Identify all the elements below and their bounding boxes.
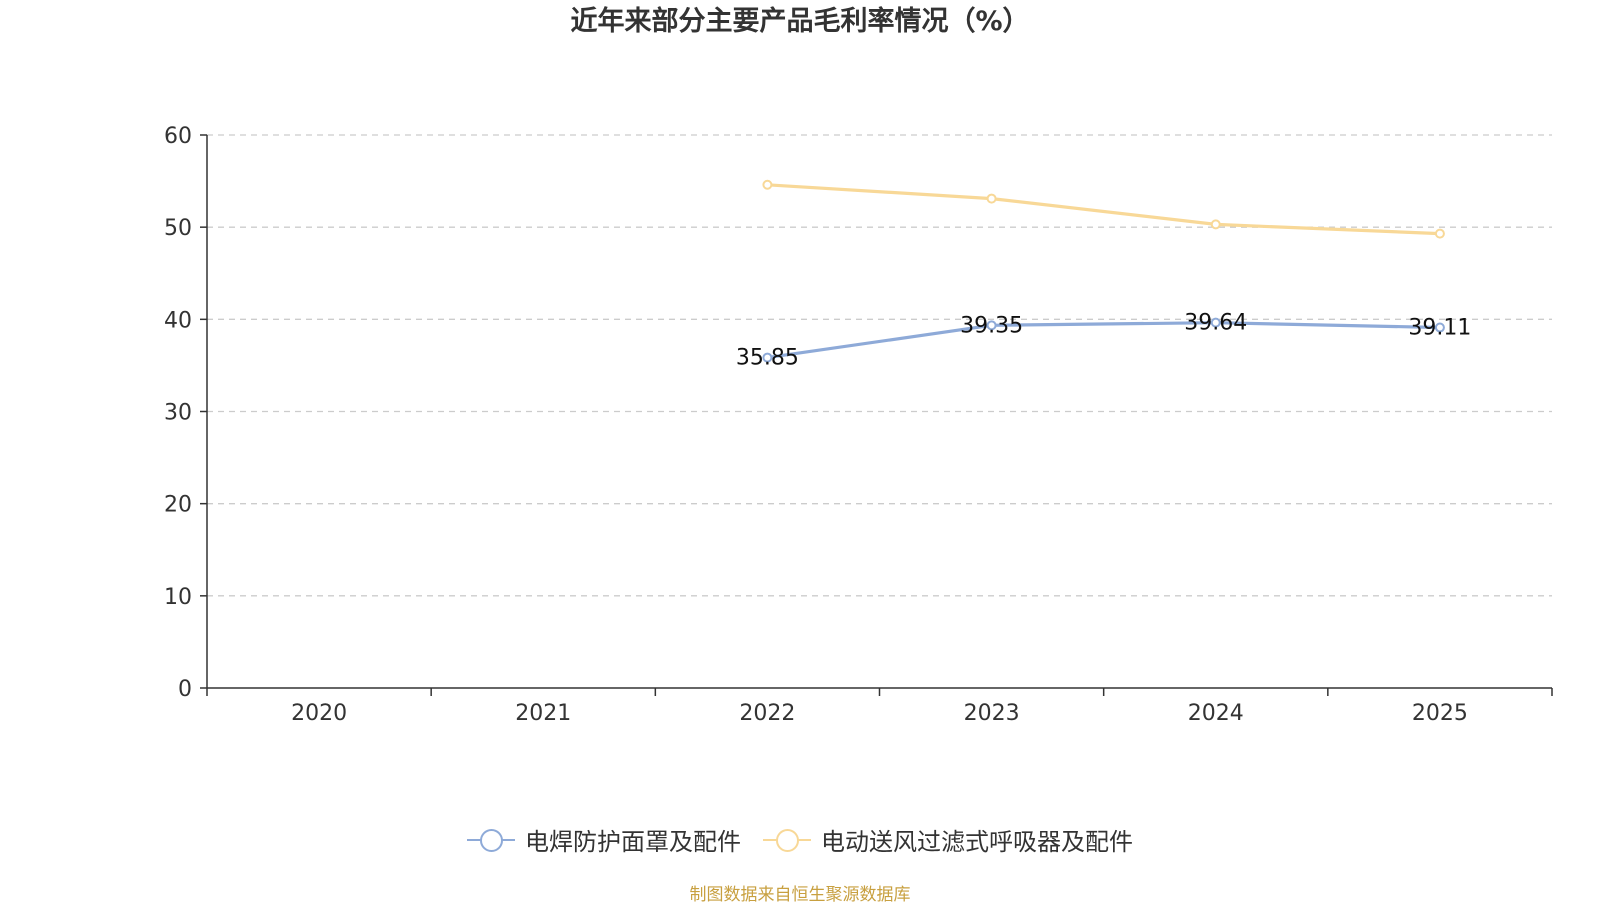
data-label: 39.64 xyxy=(1184,311,1247,336)
data-point xyxy=(1210,317,1221,328)
data-point xyxy=(986,320,997,331)
series-line-1 xyxy=(767,321,1440,360)
y-tick-label: 50 xyxy=(164,216,192,241)
y-tick-label: 10 xyxy=(164,585,192,610)
legend-label: 电动送风过滤式呼吸器及配件 xyxy=(821,828,1133,856)
data-label: 39.35 xyxy=(960,313,1023,338)
x-axis: 2020 2021 2022 2023 2024 2025 xyxy=(206,687,1553,726)
data-point xyxy=(762,352,773,363)
x-tick-label: 2023 xyxy=(964,701,1020,726)
y-tick-label: 20 xyxy=(164,493,192,518)
data-point xyxy=(1434,228,1445,239)
x-tick-label: 2020 xyxy=(291,701,347,726)
source-note: 制图数据来自恒生聚源数据库 xyxy=(689,885,911,905)
data-point xyxy=(762,179,773,190)
y-tick-label: 60 xyxy=(164,124,192,149)
y-tick-label: 40 xyxy=(164,308,192,333)
data-labels: 35.85 39.35 39.64 39.11 xyxy=(736,311,1471,371)
data-label: 39.11 xyxy=(1408,316,1471,341)
y-tick-label: 30 xyxy=(164,401,192,426)
x-tick-label: 2024 xyxy=(1188,701,1244,726)
legend-item-series-2[interactable]: 电动送风过滤式呼吸器及配件 xyxy=(763,822,1133,857)
legend-marker-icon xyxy=(467,828,515,852)
legend-item-series-1[interactable]: 电焊防护面罩及配件 xyxy=(467,822,741,857)
y-axis: 0 10 20 30 40 50 60 xyxy=(164,124,208,702)
data-point xyxy=(1210,219,1221,230)
x-tick-label: 2025 xyxy=(1412,701,1468,726)
y-tick-label: 0 xyxy=(178,677,192,702)
data-label: 35.85 xyxy=(736,346,799,371)
x-tick-label: 2022 xyxy=(739,701,795,726)
line-chart: 0 10 20 30 40 50 60 2020 2021 2022 2023 2024 2025 3… xyxy=(164,124,1553,726)
series-group xyxy=(762,179,1445,363)
x-tick-label: 2021 xyxy=(515,701,571,726)
series-line-2 xyxy=(767,183,1440,236)
legend: 电焊防护面罩及配件 电动送风过滤式呼吸器及配件 xyxy=(0,822,1600,857)
grid-lines xyxy=(207,134,1552,597)
legend-marker-icon xyxy=(763,828,811,852)
legend-label: 电焊防护面罩及配件 xyxy=(525,828,741,856)
chart-title: 近年来部分主要产品毛利率情况（%） xyxy=(570,6,1030,37)
data-point xyxy=(986,193,997,204)
data-point xyxy=(1434,322,1445,333)
